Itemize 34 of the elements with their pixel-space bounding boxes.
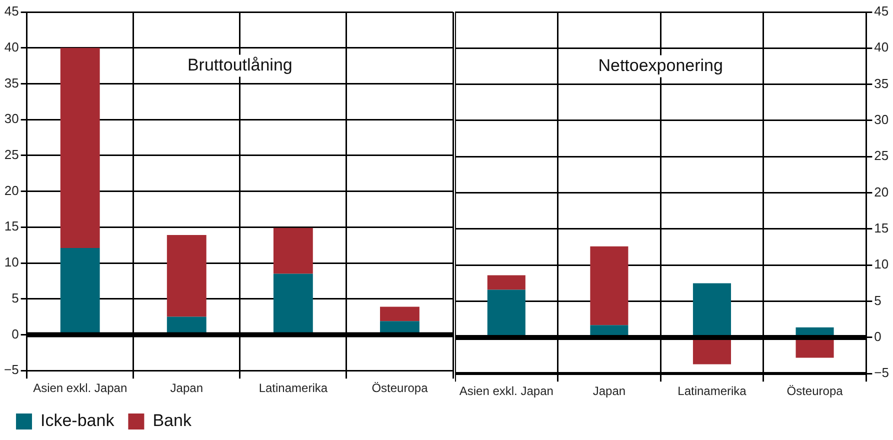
y2-tick-label: 0: [874, 329, 882, 344]
y2-tick-label: 45: [874, 4, 889, 19]
y-tick-label: 35: [4, 75, 19, 90]
y-tick-label: −5: [4, 362, 19, 378]
y-tick-label: 5: [12, 290, 19, 306]
y-tick-label: 25: [4, 147, 19, 162]
annotation: Bruttoutlåning: [187, 55, 292, 74]
x-tick-label: Latinamerika: [258, 381, 328, 396]
x-tick-label: Asien exkl. Japan: [33, 381, 128, 396]
y2-tick-label: 25: [874, 148, 889, 164]
y-tick-label: 20: [4, 182, 19, 198]
y2-tick-label: 15: [874, 220, 889, 236]
y2-tick-label: 5: [874, 292, 882, 308]
y2-tick-label: 30: [874, 112, 889, 128]
y-tick-label: 0: [12, 326, 19, 342]
x-tick-label: Östeuropa: [786, 384, 844, 398]
x-tick-label: Japan: [170, 381, 203, 396]
annotation: Nettoexponering: [598, 56, 723, 75]
x-tick-label: Östeuropa: [372, 381, 428, 396]
y2-tick-label: 35: [874, 76, 889, 91]
y-tick-label: 30: [4, 111, 19, 126]
y2-tick-label: 10: [874, 256, 889, 272]
y2-tick-label: −5: [874, 365, 890, 380]
y2-tick-label: 20: [874, 184, 889, 200]
y-tick-label: 40: [4, 39, 19, 54]
x-tick-label: Asien exkl. Japan: [459, 384, 554, 398]
y-tick-label: 10: [4, 254, 19, 270]
x-tick-label: Latinamerika: [678, 384, 747, 398]
y2-tick-label: 40: [874, 40, 889, 55]
legend-label: Bank: [152, 411, 192, 430]
x-tick-label: Japan: [592, 384, 626, 398]
y-tick-label: 15: [4, 218, 19, 234]
y-tick-label: 45: [4, 4, 19, 19]
legend-label: Icke-bank: [40, 411, 115, 430]
